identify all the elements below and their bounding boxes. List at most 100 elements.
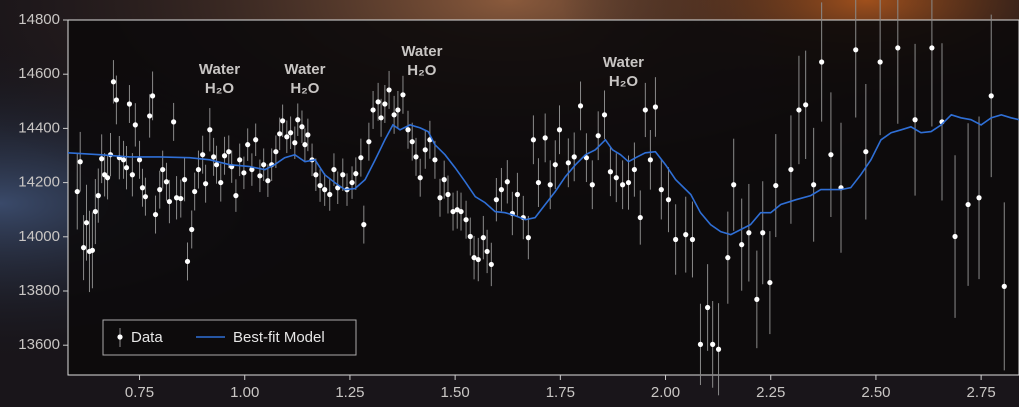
data-point (409, 139, 415, 145)
data-point (652, 104, 659, 110)
data-point (535, 179, 542, 186)
data-point (192, 188, 198, 195)
data-point (99, 156, 105, 162)
data-point (277, 131, 283, 137)
data-point (382, 101, 388, 107)
data-point (366, 139, 372, 145)
plot-area (67, 19, 1019, 376)
data-point (705, 304, 711, 311)
data-point (637, 214, 643, 221)
data-point (400, 92, 406, 98)
data-point (213, 162, 220, 168)
data-point (331, 166, 337, 173)
data-point (571, 154, 577, 160)
data-point (458, 208, 464, 215)
legend-label: Best-fit Model (233, 329, 325, 346)
data-point (725, 255, 731, 261)
x-tick-label: 1.75 (546, 384, 575, 401)
data-point (126, 101, 133, 107)
data-point (525, 235, 531, 241)
data-point (819, 59, 825, 65)
data-point (895, 45, 901, 51)
annotation: H₂O (609, 73, 638, 90)
data-point (203, 181, 209, 187)
data-point (257, 173, 263, 179)
data-point (386, 87, 392, 93)
data-point (673, 236, 679, 243)
data-point (432, 157, 438, 163)
data-point (731, 182, 737, 188)
data-point (327, 191, 333, 198)
model-line (67, 113, 1019, 236)
data-point (249, 166, 255, 173)
x-tick-label: 1.25 (335, 384, 364, 401)
annotation: Water (401, 43, 442, 60)
data-point (233, 193, 239, 199)
x-tick-label: 0.75 (125, 384, 154, 401)
data-point (613, 175, 619, 181)
data-point (132, 122, 138, 128)
data-point (620, 182, 626, 188)
y-tick-label: 14000 (18, 228, 60, 245)
data-point (417, 175, 423, 181)
data-point (292, 140, 298, 146)
y-tick-label: 13800 (18, 282, 60, 299)
data-point (349, 179, 355, 186)
data-point (200, 152, 206, 158)
y-tick-label: 14400 (18, 119, 60, 136)
data-point (689, 236, 696, 243)
data-point (166, 198, 173, 205)
data-point (123, 165, 130, 171)
data-point (547, 182, 553, 188)
data-point (178, 195, 184, 202)
data-point (450, 208, 456, 215)
data-point (697, 341, 704, 347)
data-point (647, 157, 653, 163)
data-point (542, 135, 548, 141)
data-point (422, 147, 428, 153)
data-point (601, 112, 608, 118)
data-point (625, 179, 632, 186)
data-point (299, 124, 305, 130)
data-point (565, 160, 571, 166)
data-point (89, 247, 96, 253)
data-point (149, 93, 156, 99)
annotation: H₂O (205, 80, 234, 97)
data-point (929, 45, 935, 51)
data-point (104, 175, 111, 181)
data-point (739, 242, 745, 248)
data-point (157, 187, 163, 193)
annotation: H₂O (290, 80, 319, 97)
data-point (218, 179, 224, 186)
data-point (556, 127, 563, 133)
data-point (683, 232, 689, 238)
data-point (405, 127, 411, 133)
data-point (631, 166, 637, 173)
y-tick-label: 14600 (18, 65, 60, 82)
data-point (773, 182, 779, 189)
data-point (493, 197, 499, 203)
data-point (441, 177, 447, 183)
data-point (437, 195, 443, 201)
data-point (484, 248, 490, 255)
data-point (113, 97, 119, 103)
data-point (147, 113, 153, 119)
annotation: Water (284, 61, 325, 78)
data-point (74, 188, 80, 195)
data-point (375, 99, 381, 105)
data-point (665, 197, 672, 203)
data-point (253, 137, 259, 143)
x-tick-label: 2.25 (756, 384, 785, 401)
data-point (467, 233, 473, 240)
data-point (445, 191, 451, 198)
data-point (514, 191, 521, 198)
data-point (195, 166, 202, 173)
data-point (361, 221, 367, 228)
data-point (184, 258, 191, 265)
data-point (358, 155, 364, 161)
data-point (480, 235, 486, 241)
data-point (577, 103, 584, 109)
data-point (607, 169, 614, 175)
